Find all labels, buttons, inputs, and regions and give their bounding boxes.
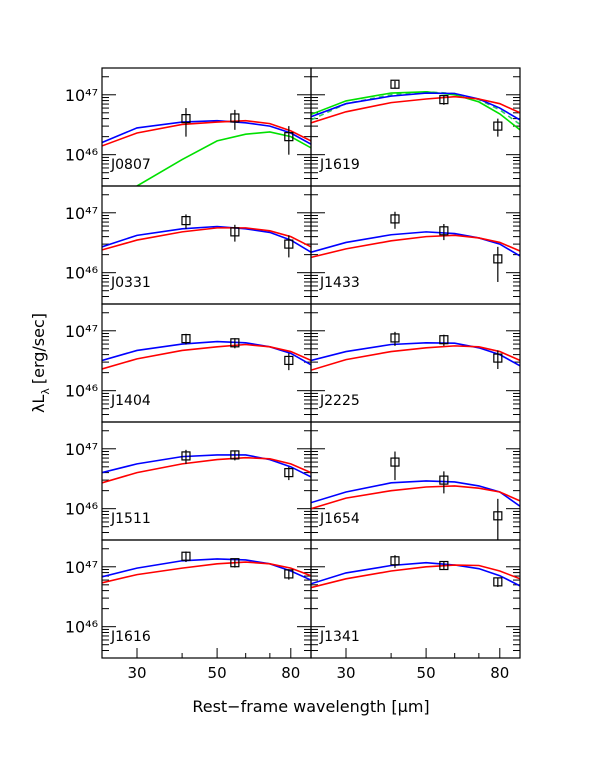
y-tick-label: 10⁴⁷ [65, 86, 98, 105]
x-tick-label: 50 [417, 664, 436, 682]
panel-label: J1616 [110, 629, 151, 645]
data-point [493, 254, 503, 264]
model-curve [311, 231, 520, 257]
data-point [493, 121, 503, 131]
data-point [439, 560, 449, 571]
y-tick-label: 10⁴⁶ [65, 146, 98, 165]
panel: J1619 [310, 67, 521, 187]
data-point [390, 214, 400, 224]
y-tick-label: 10⁴⁶ [65, 500, 98, 519]
data-point [230, 113, 240, 123]
model-curve [311, 341, 520, 367]
model-curve [311, 480, 520, 507]
panel-label: J0331 [110, 275, 151, 291]
model-curve [136, 131, 311, 186]
data-point [390, 457, 400, 467]
data-point [181, 334, 191, 344]
model-curve [311, 564, 520, 589]
data-point [284, 355, 294, 366]
x-tick-label: 80 [281, 664, 300, 682]
panel-label: J0807 [110, 157, 151, 173]
model-curve [102, 227, 311, 251]
data-point [181, 451, 191, 461]
panel: 10⁴⁶ 10⁴⁷ J1404 [65, 303, 312, 423]
model-curve [102, 340, 311, 366]
x-tick-label: 80 [490, 664, 509, 682]
data-point [284, 569, 294, 579]
y-label-sub: λ [39, 388, 52, 395]
model-curve [311, 91, 520, 131]
y-tick-label: 10⁴⁶ [65, 618, 98, 637]
panel-label: J1654 [319, 511, 360, 527]
x-tick-label: 30 [127, 664, 146, 682]
data-point [230, 558, 240, 568]
data-point [284, 239, 294, 249]
model-curve [311, 485, 520, 510]
panel-frame [310, 539, 521, 659]
x-axis-label: Rest−frame wavelength [μm] [192, 697, 429, 716]
panel: J2225 [310, 303, 521, 423]
model-curve [102, 456, 311, 484]
data-point [493, 511, 503, 521]
model-curve [311, 561, 520, 587]
panel-label: J1511 [110, 511, 151, 527]
data-point [439, 226, 449, 236]
panel-label: J1433 [319, 275, 360, 291]
data-point [230, 227, 240, 237]
data-point [181, 216, 191, 226]
y-label-main: λL [29, 395, 48, 413]
model-curve [102, 561, 311, 584]
data-point [390, 79, 400, 89]
y-tick-label: 10⁴⁶ [65, 264, 98, 283]
panel-label: J2225 [319, 393, 360, 409]
data-point [181, 551, 191, 561]
y-axis-label: λLλ [erg/sec] [29, 313, 52, 413]
panel: 30 50 80 J1341 [310, 539, 521, 682]
panel-label: J1619 [319, 157, 360, 173]
panel: J1433 [310, 185, 521, 305]
y-tick-label: 10⁴⁶ [65, 382, 98, 401]
model-curve [102, 343, 311, 370]
data-point [390, 556, 400, 566]
model-curve [311, 234, 520, 259]
y-label-unit: [erg/sec] [29, 313, 48, 384]
data-point [439, 95, 449, 105]
data-point [230, 450, 240, 460]
data-point [390, 333, 400, 343]
data-point [439, 475, 449, 485]
panel-label: J1341 [319, 629, 360, 645]
panel: 10⁴⁶ 10⁴⁷ J1511 [65, 421, 312, 541]
model-curve [102, 119, 311, 147]
model-curve [102, 558, 311, 581]
x-tick-label: 30 [336, 664, 355, 682]
data-point [284, 132, 294, 142]
panel: 10⁴⁶ 10⁴⁷ J0807 [65, 67, 312, 187]
y-tick-label: 10⁴⁷ [65, 322, 98, 341]
data-point [493, 577, 503, 587]
data-point [230, 338, 240, 348]
model-curve [311, 345, 520, 371]
data-point [439, 335, 449, 345]
y-tick-label: 10⁴⁷ [65, 558, 98, 577]
y-tick-label: 10⁴⁷ [65, 440, 98, 459]
panel-label: J1404 [110, 393, 151, 409]
model-curve [102, 119, 311, 145]
model-curve [311, 95, 520, 124]
model-curve [311, 92, 520, 121]
panel: 10⁴⁶ 10⁴⁷ 30 50 80 J1616 [65, 539, 312, 682]
model-curve [102, 225, 311, 253]
x-tick-label: 50 [208, 664, 227, 682]
panel: 10⁴⁶ 10⁴⁷ J0331 [65, 185, 312, 305]
data-point [181, 114, 191, 124]
data-point [493, 353, 503, 363]
data-point [284, 468, 294, 478]
panel: J1654 [310, 421, 521, 541]
y-tick-label: 10⁴⁷ [65, 204, 98, 223]
